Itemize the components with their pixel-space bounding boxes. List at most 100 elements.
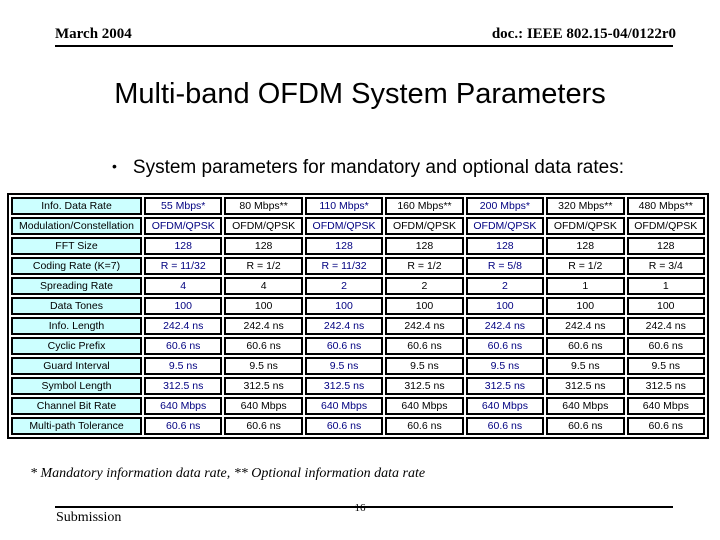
table-row: Modulation/Constellation OFDM/QPSK OFDM/QP… (11, 217, 705, 235)
table-row: Data Tones 100 100 100 100 100 100 100 (11, 297, 705, 315)
table-row: Info. Data Rate 55 Mbps* 80 Mbps** 110 Mbps… (11, 197, 705, 215)
value-cell: 640 Mbps (224, 397, 303, 415)
value-cell: 242.4 ns (385, 317, 464, 335)
row-label-cell: Info. Data Rate (11, 197, 142, 215)
value-cell: 160 Mbps** (385, 197, 464, 215)
value-cell: 128 (626, 237, 705, 255)
value-cell: 480 Mbps** (626, 197, 705, 215)
value-cell: 312.5 ns (465, 377, 545, 395)
row-label-cell: Modulation/Constellation (11, 217, 142, 235)
footer-divider (55, 506, 673, 508)
value-cell: 312.5 ns (144, 377, 223, 395)
value-cell: 110 Mbps* (304, 197, 384, 215)
value-cell: 640 Mbps (626, 397, 705, 415)
value-cell: OFDM/QPSK (144, 217, 223, 235)
value-cell: 9.5 ns (224, 357, 303, 375)
header-divider (55, 45, 673, 47)
value-cell: 60.6 ns (385, 417, 464, 435)
value-cell: 60.6 ns (465, 417, 545, 435)
value-cell: OFDM/QPSK (465, 217, 545, 235)
value-cell: 1 (546, 277, 625, 295)
value-cell: 200 Mbps* (465, 197, 545, 215)
value-cell: 60.6 ns (546, 337, 625, 355)
value-cell: R = 1/2 (385, 257, 464, 275)
row-label-cell: Guard Interval (11, 357, 142, 375)
value-cell: 100 (224, 297, 303, 315)
value-cell: OFDM/QPSK (385, 217, 464, 235)
value-cell: 312.5 ns (224, 377, 303, 395)
table-row: Guard Interval 9.5 ns 9.5 ns 9.5 ns 9.5 ns 9.… (11, 357, 705, 375)
footnote: * Mandatory information data rate, ** Op… (30, 466, 426, 481)
value-cell: 4 (224, 277, 303, 295)
table-row: Symbol Length 312.5 ns 312.5 ns 312.5 ns 312… (11, 377, 705, 395)
bullet-icon: • (112, 158, 117, 174)
value-cell: 312.5 ns (385, 377, 464, 395)
value-cell: 128 (144, 237, 223, 255)
value-cell: 2 (385, 277, 464, 295)
value-cell: 128 (465, 237, 545, 255)
value-cell: 100 (385, 297, 464, 315)
row-label-cell: Channel Bit Rate (11, 397, 142, 415)
table-row: Spreading Rate 4 4 2 2 2 1 1 (11, 277, 705, 295)
footer-submission: Submission (56, 510, 122, 525)
value-cell: 9.5 ns (144, 357, 223, 375)
value-cell: 60.6 ns (626, 337, 705, 355)
slide-header: March 2004 doc.: IEEE 802.15-04/0122r0 (55, 26, 676, 43)
value-cell: 1 (626, 277, 705, 295)
value-cell: OFDM/QPSK (626, 217, 705, 235)
value-cell: 60.6 ns (304, 337, 384, 355)
value-cell: 9.5 ns (385, 357, 464, 375)
header-date: March 2004 (55, 26, 132, 42)
system-parameters-table: Info. Data Rate 55 Mbps* 80 Mbps** 110 Mbps… (7, 193, 709, 439)
value-cell: 100 (304, 297, 384, 315)
value-cell: 242.4 ns (626, 317, 705, 335)
value-cell: 312.5 ns (304, 377, 384, 395)
value-cell: 128 (385, 237, 464, 255)
value-cell: 242.4 ns (304, 317, 384, 335)
value-cell: 60.6 ns (465, 337, 545, 355)
value-cell: R = 1/2 (224, 257, 303, 275)
table-row: Multi-path Tolerance 60.6 ns 60.6 ns 60.6 n… (11, 417, 705, 435)
value-cell: 100 (626, 297, 705, 315)
row-label-cell: Info. Length (11, 317, 142, 335)
value-cell: 9.5 ns (626, 357, 705, 375)
value-cell: 242.4 ns (224, 317, 303, 335)
value-cell: 60.6 ns (144, 417, 223, 435)
value-cell: 9.5 ns (465, 357, 545, 375)
value-cell: 60.6 ns (546, 417, 625, 435)
value-cell: 60.6 ns (224, 417, 303, 435)
value-cell: 9.5 ns (304, 357, 384, 375)
row-label-cell: Cyclic Prefix (11, 337, 142, 355)
value-cell: R = 5/8 (465, 257, 545, 275)
value-cell: R = 11/32 (304, 257, 384, 275)
value-cell: R = 11/32 (144, 257, 223, 275)
value-cell: OFDM/QPSK (304, 217, 384, 235)
value-cell: 640 Mbps (546, 397, 625, 415)
value-cell: 128 (304, 237, 384, 255)
slide-title: Multi-band OFDM System Parameters (114, 78, 606, 110)
value-cell: 2 (304, 277, 384, 295)
value-cell: 60.6 ns (224, 337, 303, 355)
value-cell: 242.4 ns (144, 317, 223, 335)
row-label-cell: Spreading Rate (11, 277, 142, 295)
value-cell: 60.6 ns (385, 337, 464, 355)
value-cell: 2 (465, 277, 545, 295)
table-row: Cyclic Prefix 60.6 ns 60.6 ns 60.6 ns 60.6 n… (11, 337, 705, 355)
value-cell: 128 (224, 237, 303, 255)
header-doc-number: doc.: IEEE 802.15-04/0122r0 (491, 26, 676, 42)
table-row: Coding Rate (K=7) R = 11/32 R = 1/2 R = 11/… (11, 257, 705, 275)
value-cell: 60.6 ns (304, 417, 384, 435)
value-cell: 128 (546, 237, 625, 255)
bullet-item: • System parameters for mandatory and op… (112, 157, 692, 179)
value-cell: R = 1/2 (546, 257, 625, 275)
value-cell: 312.5 ns (626, 377, 705, 395)
row-label-cell: Data Tones (11, 297, 142, 315)
value-cell: 55 Mbps* (144, 197, 223, 215)
row-label-cell: Coding Rate (K=7) (11, 257, 142, 275)
table-row: FFT Size 128 128 128 128 128 128 128 (11, 237, 705, 255)
value-cell: 60.6 ns (626, 417, 705, 435)
value-cell: 640 Mbps (304, 397, 384, 415)
value-cell: OFDM/QPSK (546, 217, 625, 235)
row-label-cell: Multi-path Tolerance (11, 417, 142, 435)
value-cell: 640 Mbps (144, 397, 223, 415)
